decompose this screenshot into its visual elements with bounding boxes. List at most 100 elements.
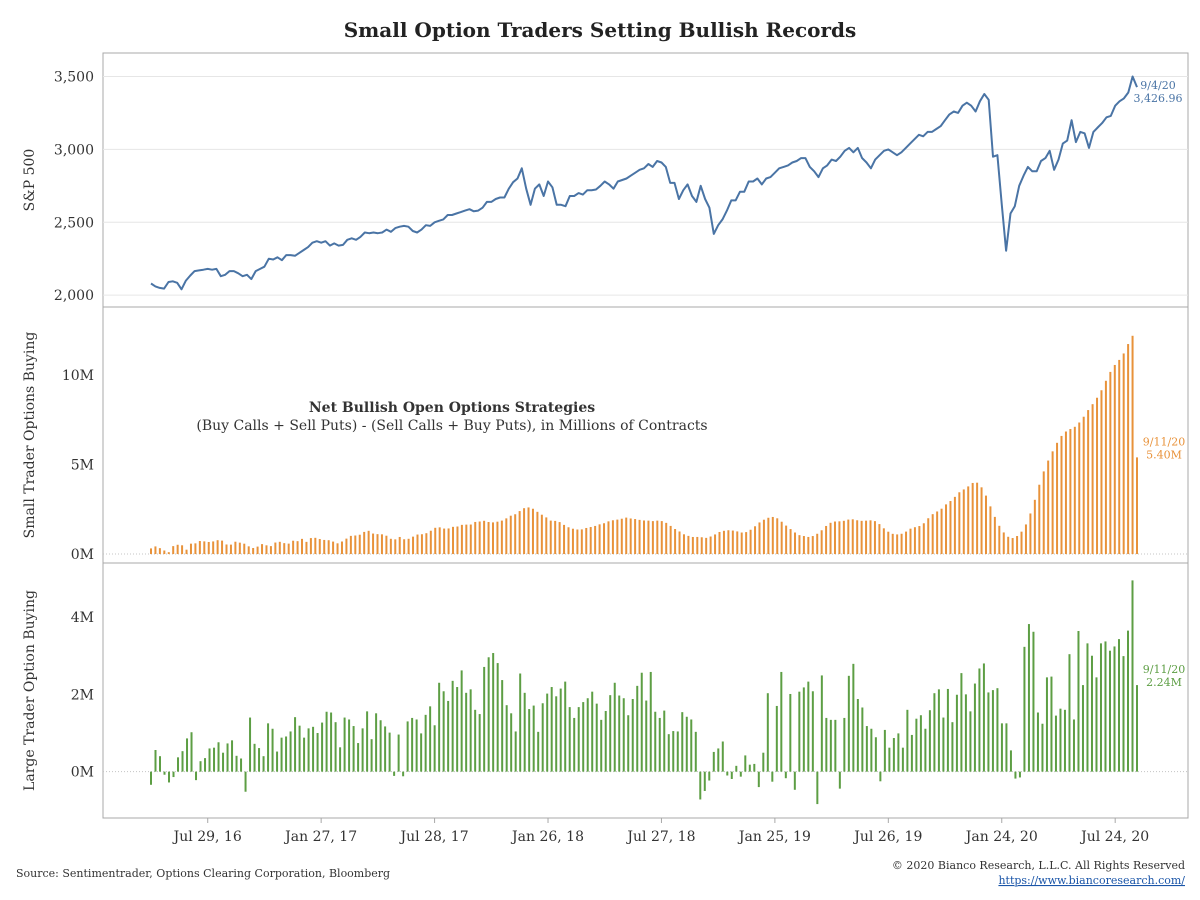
end-date-label: 9/4/20 bbox=[1140, 79, 1175, 92]
small-trader-bar bbox=[771, 516, 774, 555]
large-trader-bar bbox=[982, 663, 985, 772]
large-trader-bar bbox=[154, 750, 157, 772]
large-trader-bar bbox=[879, 771, 882, 782]
small-trader-bar bbox=[238, 542, 241, 555]
large-trader-bar bbox=[150, 771, 152, 785]
large-trader-bar bbox=[843, 717, 846, 772]
large-trader-bar bbox=[640, 672, 643, 772]
large-trader-bar bbox=[226, 743, 229, 772]
large-trader-bar bbox=[933, 693, 936, 772]
large-trader-bar bbox=[861, 707, 864, 772]
small-trader-bar bbox=[949, 501, 952, 555]
small-trader-bar bbox=[953, 496, 956, 555]
small-trader-bar bbox=[585, 527, 588, 555]
small-trader-bar bbox=[358, 534, 361, 555]
small-trader-bar bbox=[802, 536, 805, 555]
small-trader-bar bbox=[754, 526, 757, 555]
large-trader-bar bbox=[528, 709, 531, 772]
small-trader-bar bbox=[1118, 359, 1121, 555]
small-trader-bar bbox=[1069, 429, 1072, 555]
large-trader-bar bbox=[1027, 624, 1030, 772]
large-trader-bar bbox=[397, 734, 400, 772]
large-trader-bar bbox=[483, 666, 486, 772]
large-trader-bar bbox=[438, 682, 441, 772]
small-trader-bar bbox=[1113, 364, 1116, 555]
large-trader-bar bbox=[334, 722, 337, 772]
sp500-line bbox=[150, 75, 1138, 291]
large-trader-bar bbox=[811, 691, 814, 772]
small-trader-bar bbox=[909, 528, 912, 555]
large-trader-bar bbox=[312, 726, 315, 772]
large-trader-bar bbox=[1050, 676, 1053, 772]
large-trader-bar bbox=[267, 723, 270, 772]
small-trader-bar bbox=[514, 514, 517, 555]
y-tick-label: 2,000 bbox=[54, 288, 94, 304]
large-trader-bar bbox=[204, 758, 207, 772]
large-trader-bar bbox=[649, 671, 652, 772]
small-trader-bar bbox=[354, 535, 357, 555]
large-trader-bar bbox=[712, 751, 715, 772]
large-trader-bar bbox=[1127, 630, 1129, 772]
small-trader-bar bbox=[656, 520, 659, 555]
small-trader-bar bbox=[660, 521, 663, 555]
large-trader-bar bbox=[213, 747, 216, 772]
large-trader-bar bbox=[343, 717, 346, 772]
large-trader-bar bbox=[451, 680, 454, 772]
small-trader-bar bbox=[385, 535, 388, 555]
small-trader-bar bbox=[780, 521, 783, 555]
small-trader-panel: 0M 5M 10M Small Trader Options Buying 9/11/2… bbox=[22, 332, 1185, 563]
large-trader-bar bbox=[1113, 646, 1116, 772]
large-trader-bar bbox=[195, 771, 198, 781]
large-trader-bar bbox=[699, 771, 702, 800]
large-trader-bar bbox=[631, 699, 634, 772]
small-trader-bar bbox=[993, 516, 996, 555]
large-trader-bar bbox=[888, 747, 891, 772]
small-trader-bar bbox=[789, 529, 792, 555]
small-trader-bar bbox=[691, 536, 694, 555]
small-trader-bar bbox=[634, 519, 637, 555]
small-trader-bar bbox=[243, 543, 246, 555]
large-trader-bar bbox=[955, 694, 958, 772]
small-trader-bar bbox=[545, 517, 548, 555]
large-trader-bar bbox=[1095, 677, 1098, 772]
small-trader-bar bbox=[407, 538, 410, 555]
small-trader-bar bbox=[269, 546, 272, 555]
small-trader-bar bbox=[465, 524, 468, 555]
y-axis-label: S&P 500 bbox=[22, 149, 38, 212]
large-trader-bar bbox=[915, 718, 918, 772]
large-trader-bar bbox=[568, 707, 571, 772]
large-trader-bar bbox=[361, 728, 364, 772]
large-trader-bar bbox=[627, 715, 630, 772]
small-trader-bar bbox=[389, 538, 392, 555]
website-link[interactable]: https://www.biancoresearch.com/ bbox=[998, 874, 1185, 887]
y-tick-label: 0M bbox=[71, 765, 94, 781]
small-trader-bar bbox=[816, 533, 819, 555]
x-tick-label: Jul 24, 20 bbox=[1079, 829, 1149, 845]
large-trader-bar bbox=[253, 743, 256, 772]
small-trader-bar bbox=[1100, 390, 1103, 555]
small-trader-bar bbox=[261, 544, 264, 555]
note-subtitle: (Buy Calls + Sell Puts) - (Sell Calls + … bbox=[196, 418, 707, 434]
small-trader-bar bbox=[603, 523, 606, 555]
y-tick-label: 3,500 bbox=[54, 69, 94, 85]
small-trader-bar bbox=[247, 546, 250, 555]
small-trader-bar bbox=[412, 536, 415, 555]
large-trader-bar bbox=[703, 771, 706, 791]
large-trader-bar bbox=[501, 680, 504, 772]
small-trader-bar bbox=[1033, 499, 1036, 555]
small-trader-bar bbox=[380, 534, 383, 555]
small-trader-bar bbox=[318, 539, 321, 555]
large-trader-bar bbox=[433, 725, 436, 772]
large-trader-bar bbox=[487, 657, 490, 772]
copyright-note: © 2020 Bianco Research, L.L.C. All Right… bbox=[892, 859, 1185, 872]
large-trader-bar bbox=[1018, 771, 1021, 778]
small-trader-bar bbox=[922, 523, 925, 555]
x-tick-label: Jan 25, 19 bbox=[737, 829, 811, 845]
source-note: Source: Sentimentrader, Options Clearing… bbox=[16, 867, 390, 880]
small-trader-bar bbox=[216, 540, 219, 555]
small-trader-bar bbox=[1038, 484, 1041, 555]
large-trader-bar bbox=[987, 692, 990, 772]
large-trader-bar bbox=[726, 771, 729, 776]
small-trader-bar bbox=[198, 541, 201, 555]
large-trader-bar bbox=[388, 732, 391, 772]
